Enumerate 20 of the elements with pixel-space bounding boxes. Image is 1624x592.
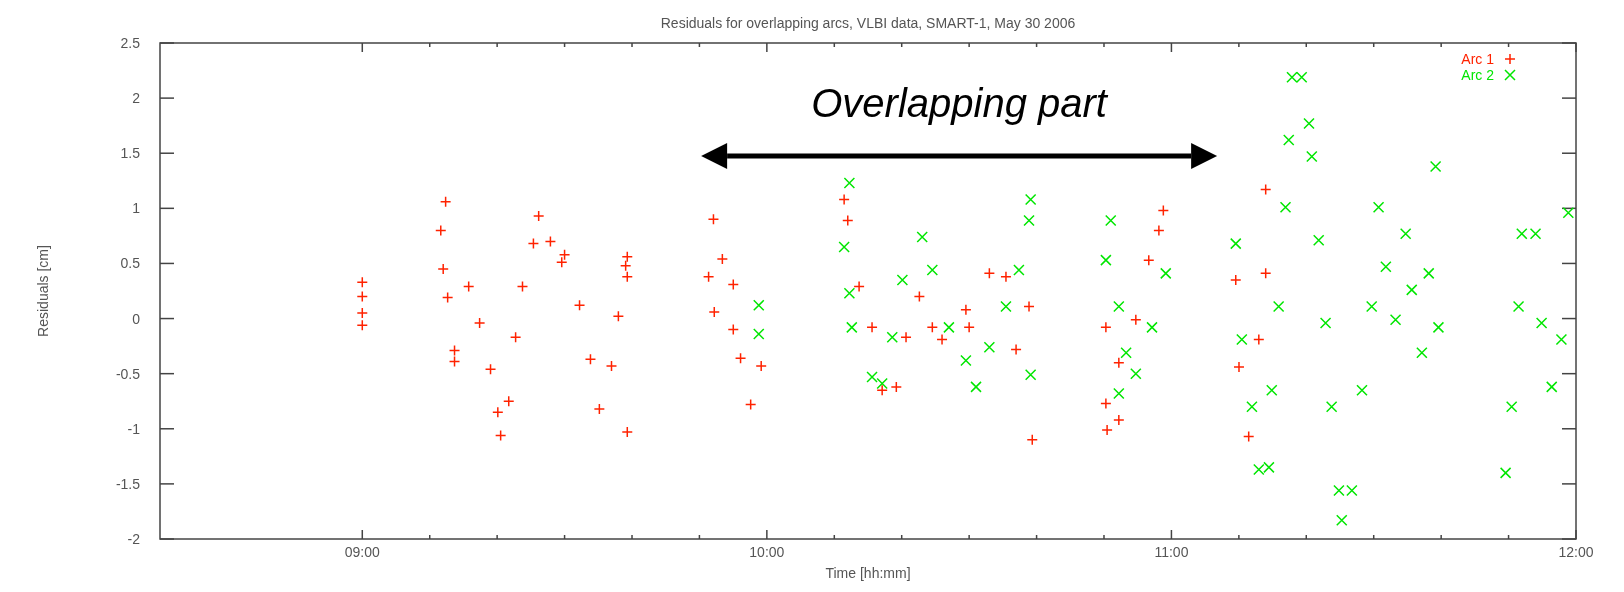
y-tick-label: -1 [127, 420, 141, 437]
x-tick-label: 12:00 [1558, 544, 1594, 560]
y-tick-label: 0.5 [120, 255, 141, 272]
y-tick-label: -0.5 [115, 365, 141, 382]
annotation: Overlapping part [811, 81, 1109, 125]
y-axis-title: Residuals [cm] [35, 245, 51, 337]
y-tick-label: 1.5 [120, 145, 141, 162]
x-tick-label: 10:00 [749, 544, 785, 560]
y-tick-label: -2 [127, 531, 141, 547]
y-tick-label: -1.5 [115, 475, 141, 492]
legend-label: Arc 2 [1461, 67, 1495, 83]
y-tick-label: 2 [132, 90, 141, 107]
y-tick-label: 1 [132, 200, 141, 217]
legend-label: Arc 1 [1461, 51, 1495, 67]
x-tick-label: 09:00 [344, 544, 381, 560]
y-tick-label: 2.5 [120, 35, 141, 51]
x-tick-label: 11:00 [1154, 544, 1189, 560]
chart-title: Residuals for overlapping arcs, VLBI data, SMART-1, May 30 2006 [660, 15, 1076, 31]
x-axis-title: Time [hh:mm] [825, 565, 911, 581]
y-tick-label: 0 [132, 310, 141, 327]
